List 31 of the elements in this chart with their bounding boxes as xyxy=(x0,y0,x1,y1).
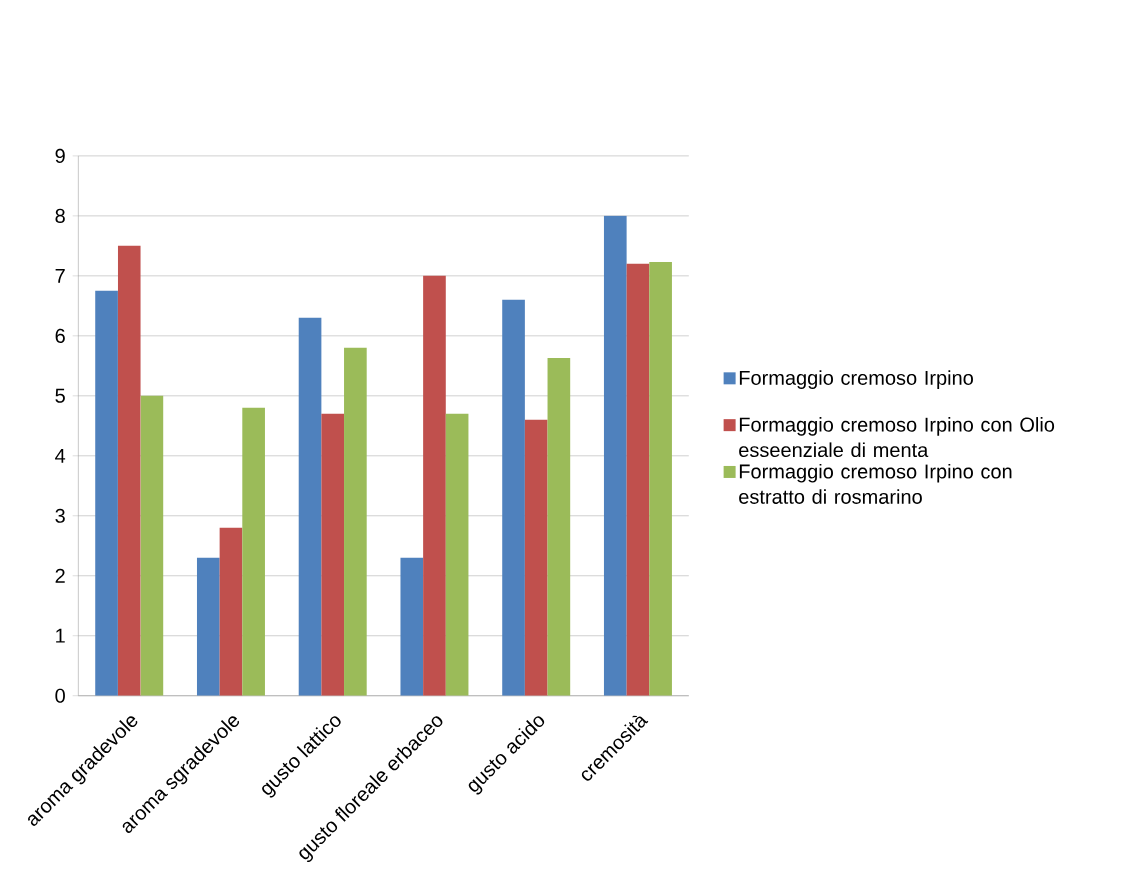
bar xyxy=(502,299,525,696)
bar xyxy=(242,407,265,696)
y-tick-label: 8 xyxy=(55,208,65,224)
y-tick-label: 5 xyxy=(55,388,65,403)
bar xyxy=(298,317,322,696)
y-tick-label: 1 xyxy=(56,629,65,643)
bar xyxy=(626,263,650,696)
y-tick-label: 7 xyxy=(55,269,65,283)
y-tick-label: 2 xyxy=(55,568,65,583)
bar xyxy=(196,557,220,696)
legend-label: Formaggio cremoso Irpino xyxy=(739,370,973,390)
bar xyxy=(423,275,446,696)
bar xyxy=(140,395,164,696)
bar xyxy=(321,413,345,696)
bar xyxy=(603,216,627,696)
legend-label: Formaggio cremoso Irpino con Olio esseenziale di menta xyxy=(739,417,1055,458)
y-tick-label: 6 xyxy=(55,328,65,344)
bar xyxy=(649,262,672,696)
bar xyxy=(547,358,571,696)
bar xyxy=(95,290,118,696)
y-tick-label: 3 xyxy=(55,508,65,523)
y-tick-label: 9 xyxy=(55,148,65,164)
y-tick-label: 0 xyxy=(55,688,65,703)
y-tick-label: 4 xyxy=(55,449,66,463)
bar xyxy=(445,413,469,696)
bar xyxy=(117,246,141,696)
legend-label: Formaggio cremoso Irpino con estratto di rosmarino xyxy=(739,464,1012,505)
bar xyxy=(400,557,424,696)
bar xyxy=(219,527,243,696)
bar xyxy=(524,419,548,696)
bar xyxy=(344,347,367,696)
